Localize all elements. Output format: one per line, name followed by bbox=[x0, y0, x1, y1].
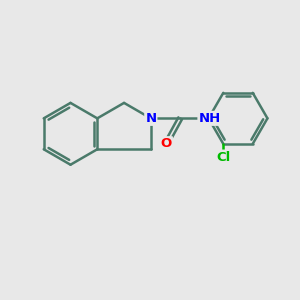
Text: O: O bbox=[161, 137, 172, 150]
Text: NH: NH bbox=[198, 112, 221, 125]
Text: Cl: Cl bbox=[216, 151, 230, 164]
Text: N: N bbox=[145, 112, 156, 125]
